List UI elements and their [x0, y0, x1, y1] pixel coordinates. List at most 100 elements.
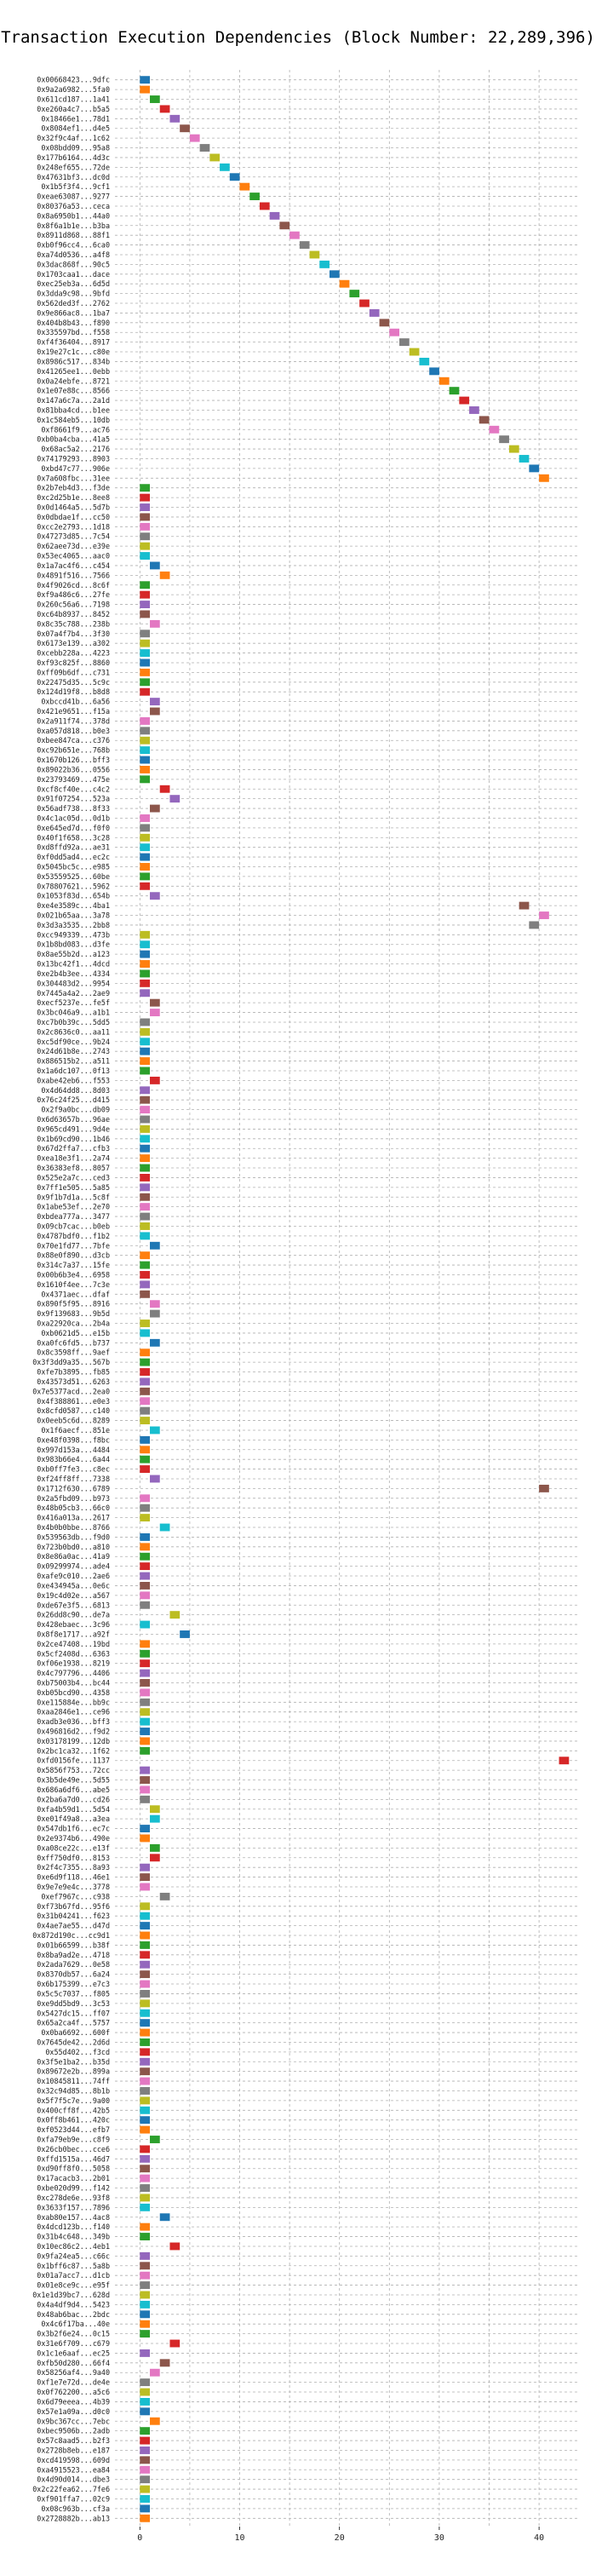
transaction-bar [140, 2194, 151, 2202]
y-tick-label: 0xc64b8937...8452 [37, 610, 110, 618]
y-tick-label: 0x7a608fbc...31ee [37, 474, 110, 482]
y-tick-label: 0xd8ffd92a...ae31 [37, 843, 110, 852]
transaction-bar [140, 2203, 151, 2211]
transaction-bar [140, 1717, 151, 1726]
transaction-bar [140, 1057, 151, 1066]
y-tick-label: 0x6b175399...e7c3 [37, 1980, 110, 1988]
y-tick-label: 0x8f6a1b1e...b3ba [37, 221, 110, 230]
transaction-bar [409, 348, 420, 356]
transaction-bar [140, 775, 151, 784]
y-tick-label: 0x400cff8f...42b5 [37, 2106, 110, 2114]
transaction-bar [159, 1523, 170, 1532]
y-tick-label: 0xe01f49a8...a3ea [37, 1814, 110, 1823]
transaction-bar [140, 2019, 151, 2027]
transaction-bar [459, 396, 470, 405]
transaction-bar [140, 1320, 151, 1327]
transaction-bar [539, 911, 549, 919]
transaction-bar [140, 1766, 151, 1774]
transaction-bar [140, 2028, 151, 2037]
y-tick-label: 0x01b66599...b38f [37, 1941, 110, 1949]
transaction-bar [140, 2291, 151, 2299]
x-tick-label: 40 [534, 2533, 544, 2543]
transaction-bar [140, 1406, 151, 1415]
transaction-bar [519, 901, 530, 910]
transaction-bar [140, 1212, 151, 1221]
transaction-bar [140, 2145, 151, 2153]
transaction-bar [140, 1135, 151, 1143]
y-tick-label: 0xb75003b4...bc44 [37, 1678, 110, 1687]
y-tick-label: 0x1610f4ee...7c3e [37, 1280, 110, 1289]
y-tick-label: 0xe260a4c7...b5a5 [37, 105, 110, 113]
transaction-bar [140, 76, 151, 84]
y-tick-label: 0x70e1fd77...7bfe [37, 1241, 110, 1250]
transaction-bar [150, 698, 160, 706]
y-tick-label: 0xcf8cf40e...c4c2 [37, 785, 110, 793]
transaction-bar [159, 105, 170, 113]
y-tick-label: 0x9f139683...9b5d [37, 1309, 110, 1318]
y-tick-label: 0x8a6950b1...44a0 [37, 211, 110, 220]
transaction-bar [150, 95, 160, 103]
y-tick-label: 0x177b6164...4d3c [37, 153, 110, 162]
transaction-bar [559, 1757, 570, 1765]
y-tick-label: 0x4a4df9d4...5423 [37, 2300, 110, 2309]
transaction-bar [220, 163, 230, 171]
transaction-bar [539, 1484, 549, 1492]
transaction-bar [140, 1698, 151, 1706]
transaction-bar [508, 445, 519, 453]
y-tick-label: 0x43573d51...6263 [37, 1377, 110, 1386]
y-tick-label: 0x8cfd0587...c140 [37, 1406, 110, 1415]
y-tick-label: 0x562ded3f...2762 [37, 299, 110, 308]
y-tick-label: 0x3b2f6e24...0c15 [37, 2330, 110, 2338]
y-tick-label: 0xf24ff8ff...7338 [37, 1475, 110, 1483]
transaction-bar [140, 2222, 151, 2231]
transaction-bar [140, 1931, 151, 1940]
transaction-bar [140, 1095, 151, 1104]
y-tick-label: 0x2e9374b6...490e [37, 1834, 110, 1843]
y-tick-label: 0xbe020d99...f142 [37, 2184, 110, 2193]
y-tick-label: 0x48ab6bac...2bdc [37, 2310, 110, 2319]
transaction-bar [140, 2233, 151, 2241]
transaction-bar [140, 1552, 151, 1561]
y-tick-label: 0x2c8636c0...aa11 [37, 1027, 110, 1036]
transaction-bar [140, 1543, 151, 1551]
grid-layer [115, 70, 579, 2527]
y-tick-label: 0x4d90d014...dbe3 [37, 2475, 110, 2484]
y-tick-label: 0x19c4d02e...a567 [37, 1591, 110, 1600]
y-tick-label: 0xf93c825f...8860 [37, 658, 110, 667]
transaction-bar [140, 1688, 151, 1697]
transaction-bar [140, 493, 151, 502]
y-tick-label: 0x416a013a...2617 [37, 1514, 110, 1522]
y-tick-label: 0x525e2a7c...ced3 [37, 1173, 110, 1182]
x-tick-label: 10 [234, 2533, 244, 2543]
transaction-bar [140, 1737, 151, 1745]
y-tick-label: 0x9e866ac8...1ba7 [37, 308, 110, 317]
chart-title: Transaction Execution Dependencies (Bloc… [1, 28, 595, 47]
y-tick-label: 0x304483d2...9954 [37, 979, 110, 987]
transaction-bar [140, 1989, 151, 1998]
y-tick-label: 0x3f5e1ba2...b35d [37, 2057, 110, 2066]
y-tick-label: 0x80376a53...ceca [37, 202, 110, 210]
y-tick-label: 0x8f8e1717...a92f [37, 1630, 110, 1638]
transaction-bar [140, 1834, 151, 1843]
y-tick-label: 0x2ba6a7d0...cd26 [37, 1795, 110, 1803]
y-tick-label: 0x74179293...8903 [37, 454, 110, 463]
transaction-bar [140, 542, 151, 550]
transaction-bar [229, 173, 240, 181]
y-tick-label: 0x2f9a0bc...db09 [41, 1106, 110, 1114]
transaction-bar [140, 590, 151, 599]
transaction-bar [479, 416, 490, 424]
transaction-bar [140, 1504, 151, 1512]
y-tick-label: 0x9fa24ea5...c66c [37, 2251, 110, 2260]
transaction-bar [140, 2251, 151, 2260]
transaction-bar [140, 2465, 151, 2474]
transaction-bar [169, 2242, 181, 2251]
transaction-bar [150, 1475, 160, 1483]
y-tick-label: 0x58256af4...9a40 [37, 2368, 110, 2377]
y-tick-label: 0x3b5de49e...5d55 [37, 1776, 110, 1785]
y-tick-label: 0xadb3e036...bff3 [37, 1717, 110, 1726]
y-tick-label: 0x1b5f3f4...9cf1 [41, 182, 110, 191]
y-tick-label: 0x0f762200...a5c6 [37, 2388, 110, 2396]
transaction-bar [150, 1805, 160, 1814]
transaction-bar [140, 736, 151, 745]
transaction-bar [239, 182, 250, 191]
